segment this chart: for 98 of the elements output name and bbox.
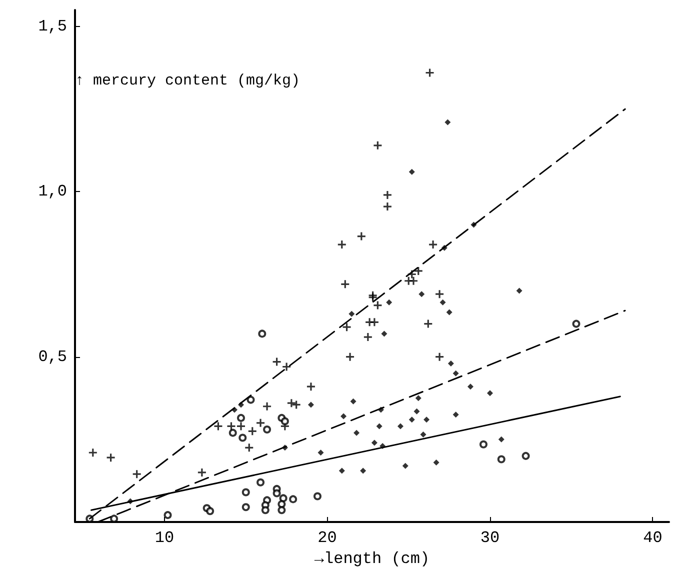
point [371, 440, 378, 446]
point [278, 500, 286, 508]
point [486, 390, 493, 396]
point [263, 426, 272, 434]
x-tick-label: 30 [480, 529, 500, 547]
point [256, 418, 265, 427]
point [418, 291, 425, 298]
point [408, 168, 415, 175]
point [338, 240, 346, 249]
point [110, 514, 118, 523]
point [280, 417, 289, 426]
point [360, 468, 366, 474]
point [342, 323, 351, 332]
point [436, 290, 444, 298]
point [364, 333, 372, 342]
x-tick-label: 20 [318, 529, 337, 547]
point [479, 440, 488, 448]
point [448, 360, 454, 366]
point [383, 202, 392, 211]
point [214, 422, 222, 430]
point [346, 352, 354, 361]
point [256, 478, 265, 486]
point [386, 299, 392, 306]
point [402, 462, 408, 469]
y-axis-title: ↑ mercury content (mg/kg) [75, 72, 300, 90]
point [348, 310, 355, 317]
point [237, 414, 245, 422]
point [263, 402, 272, 410]
point [164, 511, 172, 520]
point [350, 398, 356, 404]
point [242, 503, 250, 512]
point [206, 507, 214, 516]
point [354, 430, 360, 436]
point [436, 352, 444, 361]
point [497, 455, 506, 464]
point [278, 506, 286, 514]
point [132, 470, 141, 478]
point [258, 330, 266, 338]
point [198, 468, 206, 476]
point [341, 280, 350, 288]
point [522, 452, 530, 460]
point [572, 320, 580, 328]
point [228, 428, 237, 437]
point [289, 495, 298, 504]
point [433, 460, 440, 466]
point [415, 395, 422, 402]
y-tick-label: 1,0 [38, 182, 67, 201]
point [246, 396, 255, 404]
point [242, 488, 250, 496]
point [106, 454, 115, 462]
point [261, 506, 270, 514]
point [357, 232, 366, 240]
point [308, 402, 314, 408]
point [383, 190, 392, 199]
point [410, 276, 418, 285]
point [306, 382, 315, 391]
point [467, 384, 474, 390]
point [452, 412, 459, 418]
point [414, 408, 420, 414]
point [245, 444, 254, 452]
point [279, 494, 288, 502]
point [408, 416, 415, 423]
point [272, 358, 281, 366]
point [452, 370, 459, 376]
point [374, 141, 382, 150]
point [236, 422, 245, 430]
x-axis-title: →length (cm) [314, 550, 430, 568]
point [318, 450, 324, 456]
point [424, 320, 432, 328]
point [374, 301, 382, 310]
point [426, 68, 434, 77]
point [238, 434, 247, 442]
point [420, 431, 426, 438]
point [370, 318, 378, 326]
point [498, 436, 504, 442]
x-tick-label: 10 [154, 529, 174, 547]
y-tick-label: 0,5 [38, 348, 67, 366]
x-tick-label: 40 [643, 529, 662, 547]
point [440, 299, 446, 306]
point [444, 119, 451, 126]
point [287, 399, 296, 408]
point [381, 330, 388, 337]
point [282, 362, 291, 371]
point [376, 423, 382, 430]
point [248, 427, 256, 436]
point [397, 423, 404, 430]
point [446, 309, 452, 316]
point [272, 489, 281, 498]
point [340, 413, 347, 420]
point [414, 266, 422, 275]
point [429, 240, 438, 249]
point [338, 468, 345, 474]
point [516, 288, 522, 294]
point [424, 416, 430, 423]
point [313, 492, 322, 500]
point [292, 400, 300, 409]
point [88, 448, 97, 457]
y-tick-label: 1,5 [38, 18, 67, 36]
